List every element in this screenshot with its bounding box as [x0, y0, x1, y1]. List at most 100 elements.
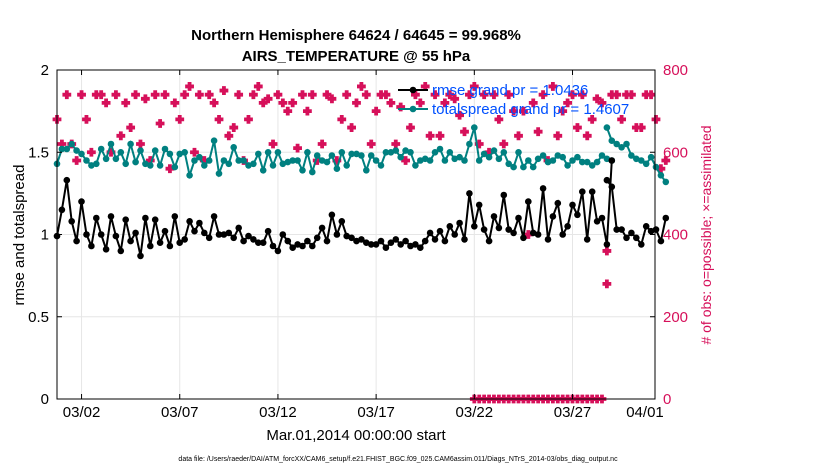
- totalspread-point: [151, 147, 159, 154]
- rmse-point: [338, 218, 346, 225]
- totalspread-point: [235, 157, 242, 164]
- rmse-point: [230, 234, 237, 242]
- obs-assimilated-point: [612, 90, 622, 100]
- rmse-point: [83, 231, 90, 238]
- rmse-point: [210, 213, 218, 220]
- obs-assimilated-point: [455, 110, 464, 120]
- obs-assimilated-point: [474, 139, 484, 149]
- totalspread-point: [652, 163, 660, 171]
- obs-assimilated-point: [528, 98, 538, 108]
- rmse-point: [156, 239, 164, 246]
- rmse-point: [367, 241, 375, 248]
- obs-assimilated-point: [194, 90, 204, 100]
- obs-assimilated-point: [312, 156, 322, 165]
- rmse-point: [593, 218, 601, 225]
- y-tick-label: 1: [41, 227, 49, 244]
- y-right-tick-label: 400: [663, 227, 688, 244]
- totalspread-point: [220, 157, 228, 164]
- x-tick-label: 03/17: [357, 404, 395, 421]
- totalspread-point: [515, 149, 522, 156]
- chart-title-line2: AIRS_TEMPERATURE @ 55 hPa: [242, 48, 471, 65]
- rmse-point: [176, 239, 183, 246]
- rmse-point: [289, 244, 297, 251]
- totalspread-point: [490, 147, 498, 154]
- obs-assimilated-point: [116, 131, 126, 141]
- obs-assimilated-point: [523, 230, 533, 239]
- rmse-point: [510, 229, 517, 237]
- totalspread-point: [642, 160, 650, 168]
- rmse-point: [485, 237, 493, 245]
- obs-assimilated-point: [106, 147, 116, 157]
- obs-assimilated-point: [283, 106, 293, 116]
- totalspread-point: [608, 137, 616, 144]
- totalspread-point: [107, 140, 115, 148]
- rmse-point: [93, 214, 100, 222]
- obs-assimilated-point: [391, 139, 401, 149]
- rmse-point: [215, 231, 223, 238]
- obs-assimilated-point: [411, 90, 420, 100]
- obs-assimilated-point: [253, 82, 263, 91]
- rmse-point: [608, 157, 616, 164]
- totalspread-point: [593, 158, 601, 166]
- totalspread-point: [156, 162, 164, 169]
- totalspread-point: [73, 147, 80, 154]
- rmse-point: [107, 213, 115, 220]
- rmse-point: [652, 226, 660, 233]
- rmse-point: [628, 229, 635, 237]
- chart-title-line1: Northern Hemisphere 64624 / 64645 = 99.9…: [191, 27, 521, 44]
- totalspread-point: [328, 152, 336, 159]
- obs-assimilated-point: [376, 90, 386, 100]
- obs-assimilated-point: [332, 156, 342, 165]
- totalspread-point: [363, 167, 370, 174]
- totalspread-point: [510, 163, 517, 171]
- obs-assimilated-point: [136, 139, 145, 149]
- rmse-point: [63, 176, 71, 184]
- obs-assimilated-point: [381, 90, 391, 100]
- rmse-point: [583, 236, 591, 243]
- obs-assimilated-point: [519, 106, 528, 116]
- obs-assimilated-point: [77, 90, 86, 100]
- legend-spread-marker: [409, 105, 417, 113]
- tick-layer: 03/02 03/07 03/12 03/17 03/22 03/27 04/0100.51…: [28, 62, 688, 421]
- obs-assimilated-point: [307, 90, 317, 100]
- totalspread-point: [181, 149, 188, 156]
- rmse-point: [397, 241, 405, 248]
- obs-assimilated-point: [72, 156, 82, 165]
- rmse-point: [348, 234, 355, 242]
- totalspread-point: [68, 140, 75, 148]
- obs-assimilated-point: [258, 98, 268, 108]
- obs-assimilated-point: [57, 139, 67, 149]
- totalspread-point: [137, 147, 144, 154]
- rmse-point: [421, 237, 429, 245]
- obs-assimilated-point: [347, 123, 356, 132]
- obs-assimilated-point: [121, 98, 131, 108]
- rmse-point: [431, 236, 439, 243]
- y-tick-label: 2: [41, 62, 49, 79]
- totalspread-point: [122, 160, 129, 168]
- obs-assimilated-point: [538, 90, 548, 100]
- x-tick-label: 03/07: [161, 404, 199, 421]
- totalspread-point: [525, 157, 532, 164]
- rmse-point: [235, 224, 242, 232]
- totalspread-point: [520, 163, 527, 171]
- totalspread-point: [475, 157, 483, 164]
- y-tick-label: 1.5: [28, 144, 49, 161]
- obs-assimilated-point: [82, 114, 91, 124]
- obs-assimilated-point: [406, 123, 415, 132]
- obs-assimilated-point: [86, 147, 96, 157]
- obs-assimilated-point: [548, 82, 558, 91]
- rmse-point: [520, 234, 527, 242]
- obs-assimilated-point: [617, 114, 627, 124]
- totalspread-point: [97, 145, 105, 153]
- rmse-point: [456, 219, 463, 227]
- totalspread-point: [456, 153, 463, 161]
- rmse-point: [588, 188, 596, 195]
- rmse-point: [495, 224, 503, 232]
- totalspread-point: [466, 140, 473, 148]
- totalspread-point: [534, 155, 542, 163]
- y-right-tick-label: 200: [663, 309, 688, 326]
- totalspread-point: [205, 157, 213, 164]
- obs-assimilated-point: [553, 131, 563, 141]
- rmse-point: [638, 241, 645, 248]
- obs-assimilated-point: [577, 90, 587, 100]
